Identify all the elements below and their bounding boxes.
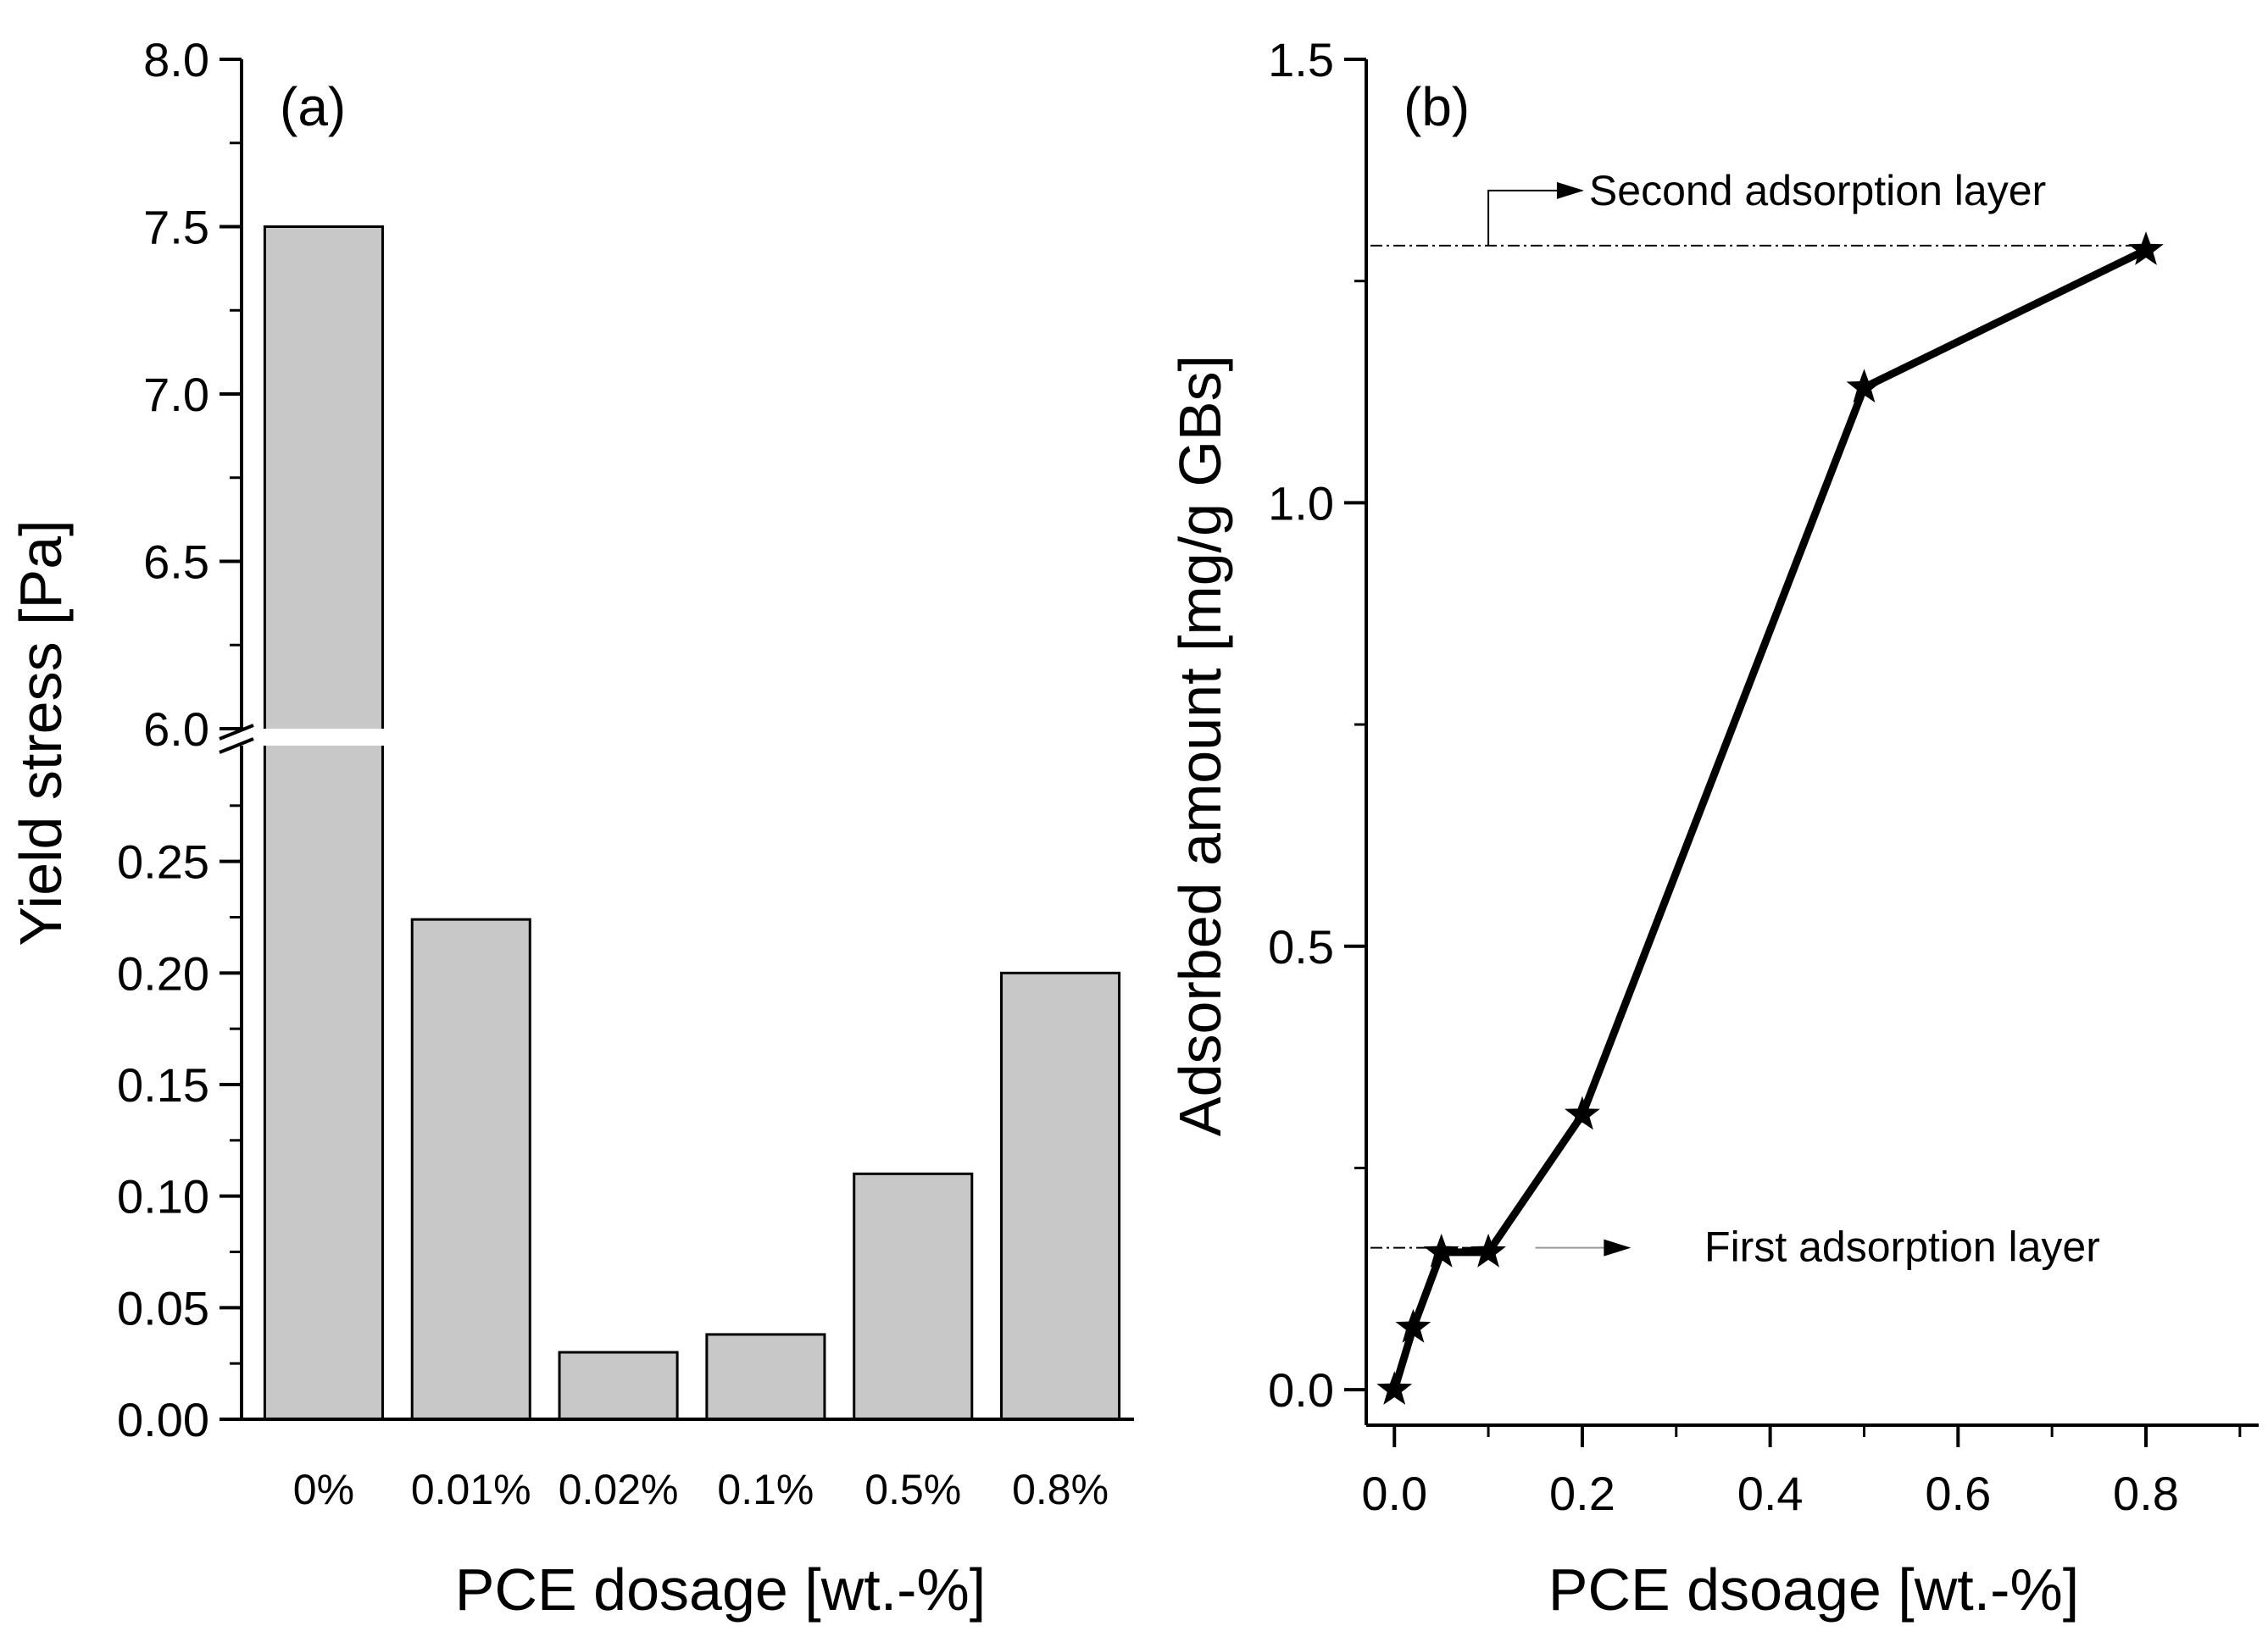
- axis-break-mark: [219, 724, 254, 741]
- y-tick-label: 0.25: [117, 835, 209, 889]
- x-tick-label: 0.8%: [1012, 1466, 1109, 1513]
- x-tick-label: 0.8: [2113, 1467, 2179, 1520]
- y-tick-label: 1.5: [1268, 33, 1334, 86]
- panel-b-x-axis-title: PCE dsoage [wt.-%]: [1548, 1557, 2079, 1623]
- panel-b-label: (b): [1404, 76, 1470, 137]
- y-tick-label: 6.0: [143, 702, 209, 756]
- bar-0p5pct: [853, 1172, 974, 1421]
- bar-0p1pct: [705, 1333, 826, 1421]
- y-tick-label: 7.5: [143, 201, 209, 254]
- data-point-star-icon: [1565, 1096, 1600, 1130]
- y-tick-label: 0.0: [1268, 1363, 1334, 1417]
- data-point-star-icon: [2128, 231, 2164, 265]
- y-tick-label: 0.20: [117, 946, 209, 1000]
- y-tick-label: 0.05: [117, 1281, 209, 1335]
- panel-a-x-axis-title: PCE dosage [wt.-%]: [455, 1557, 986, 1623]
- y-tick-label: 0.5: [1268, 920, 1334, 974]
- x-tick-label: 0%: [293, 1466, 354, 1513]
- y-tick-label: 8.0: [143, 33, 209, 86]
- axis-break-gap: [225, 729, 445, 746]
- bar-0p02pct: [558, 1351, 679, 1421]
- panel-a-y-axis-title: Yield stress [Pa]: [8, 519, 74, 946]
- x-tick-label: 0.01%: [411, 1466, 531, 1513]
- y-tick-label: 6.5: [143, 535, 209, 589]
- y-tick-label: 0.00: [117, 1393, 209, 1446]
- data-point-star-icon: [1395, 1308, 1431, 1343]
- first-layer-label: First adsorption layer: [1704, 1224, 2100, 1271]
- x-tick-label: 0.2: [1549, 1467, 1615, 1520]
- bar-0p8pct: [1000, 971, 1121, 1421]
- y-tick-label: 1.0: [1268, 476, 1334, 530]
- panel-a-label: (a): [280, 76, 346, 137]
- second-layer-arrow-line: [1487, 189, 1582, 246]
- data-point-star-icon: [1470, 1233, 1506, 1268]
- y-tick-label: 7.0: [143, 368, 209, 421]
- panel-b-y-axis-title: Adsorbed amount [mg/g GBs]: [1167, 355, 1233, 1136]
- panel-b-line-chart: 0.0 0.5 1.0 1.5 0.0 0.2 0.4 0.6 0.8 Second adso…: [1167, 33, 2259, 1623]
- bar-0p01pct: [410, 918, 531, 1421]
- x-tick-label: 0.4: [1737, 1467, 1804, 1520]
- data-point-star-icon: [1376, 1371, 1413, 1405]
- adsorption-series-line: [1390, 247, 2148, 1391]
- arrow-head-icon: [1556, 181, 1584, 199]
- y-tick-label: 0.15: [117, 1058, 209, 1112]
- x-tick-label: 0.02%: [559, 1466, 679, 1513]
- arrow-head-icon: [1604, 1239, 1632, 1257]
- axis-break-mark: [219, 737, 254, 754]
- bar-0pct: [263, 225, 384, 1421]
- second-layer-label: Second adsorption layer: [1589, 167, 2046, 214]
- panel-a-bar-chart: 0.000.050.100.150.200.256.06.57.07.58.0 …: [8, 33, 1134, 1623]
- x-tick-label: 0.6: [1925, 1467, 1991, 1520]
- y-tick-label: 0.10: [117, 1170, 209, 1224]
- x-tick-label: 0.0: [1361, 1467, 1427, 1520]
- x-tick-label: 0.1%: [717, 1466, 814, 1513]
- data-point-star-icon: [1423, 1233, 1459, 1268]
- data-point-star-icon: [1846, 369, 1882, 403]
- x-tick-label: 0.5%: [864, 1466, 961, 1513]
